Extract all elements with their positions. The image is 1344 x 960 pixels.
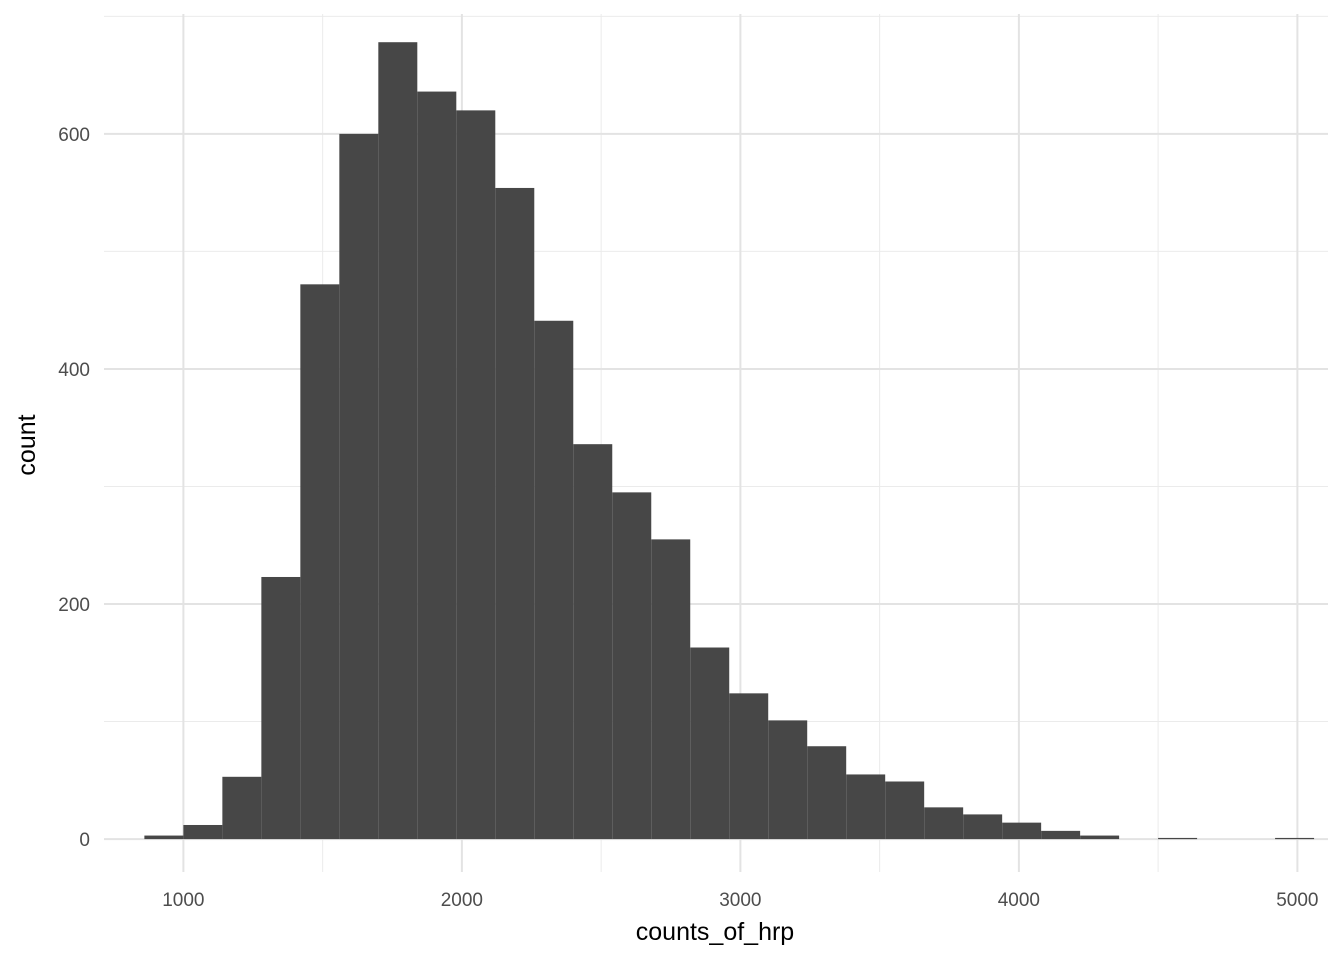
histogram-bar (300, 284, 340, 840)
x-tick-label: 3000 (719, 890, 761, 911)
histogram-bar (456, 110, 496, 840)
histogram-bar (963, 814, 1003, 840)
histogram-bar (1002, 822, 1042, 840)
histogram-bar (651, 539, 691, 840)
histogram-bar (573, 444, 613, 840)
histogram-bar (261, 576, 301, 840)
y-tick-label: 600 (58, 125, 90, 146)
histogram-bar (690, 647, 730, 840)
histogram-bar (495, 187, 535, 840)
histogram-bar (417, 91, 457, 840)
histogram-bar (807, 746, 847, 840)
histogram-bar (534, 320, 574, 840)
histogram-bar (339, 133, 379, 840)
histogram-bar (768, 720, 808, 840)
histogram-bar (144, 835, 184, 840)
y-tick-label: 400 (58, 360, 90, 381)
tick-labels: 1000 2000 3000 4000 5000 0 200 400 600 (58, 125, 1318, 911)
x-axis-title: counts_of_hrp (636, 918, 794, 946)
histogram-bar (1275, 837, 1315, 840)
y-tick-label: 0 (79, 830, 90, 851)
histogram-bar (924, 807, 964, 840)
x-tick-label: 2000 (441, 890, 483, 911)
histogram-bar (1158, 837, 1198, 840)
y-tick-label: 200 (58, 595, 90, 616)
histogram-bar (183, 824, 223, 840)
histogram-bar (885, 781, 925, 840)
histogram-bar (378, 42, 418, 840)
histogram-bar (729, 693, 769, 840)
histogram-bar (1080, 835, 1120, 840)
histogram-bar (846, 774, 886, 840)
x-tick-label: 4000 (998, 890, 1040, 911)
histogram-bars (144, 42, 1315, 840)
histogram-bar (1041, 830, 1081, 840)
histogram-bar (612, 492, 652, 840)
y-axis-title: count (13, 414, 41, 475)
x-tick-label: 5000 (1276, 890, 1318, 911)
histogram-bar (222, 776, 262, 840)
x-tick-label: 1000 (162, 890, 204, 911)
